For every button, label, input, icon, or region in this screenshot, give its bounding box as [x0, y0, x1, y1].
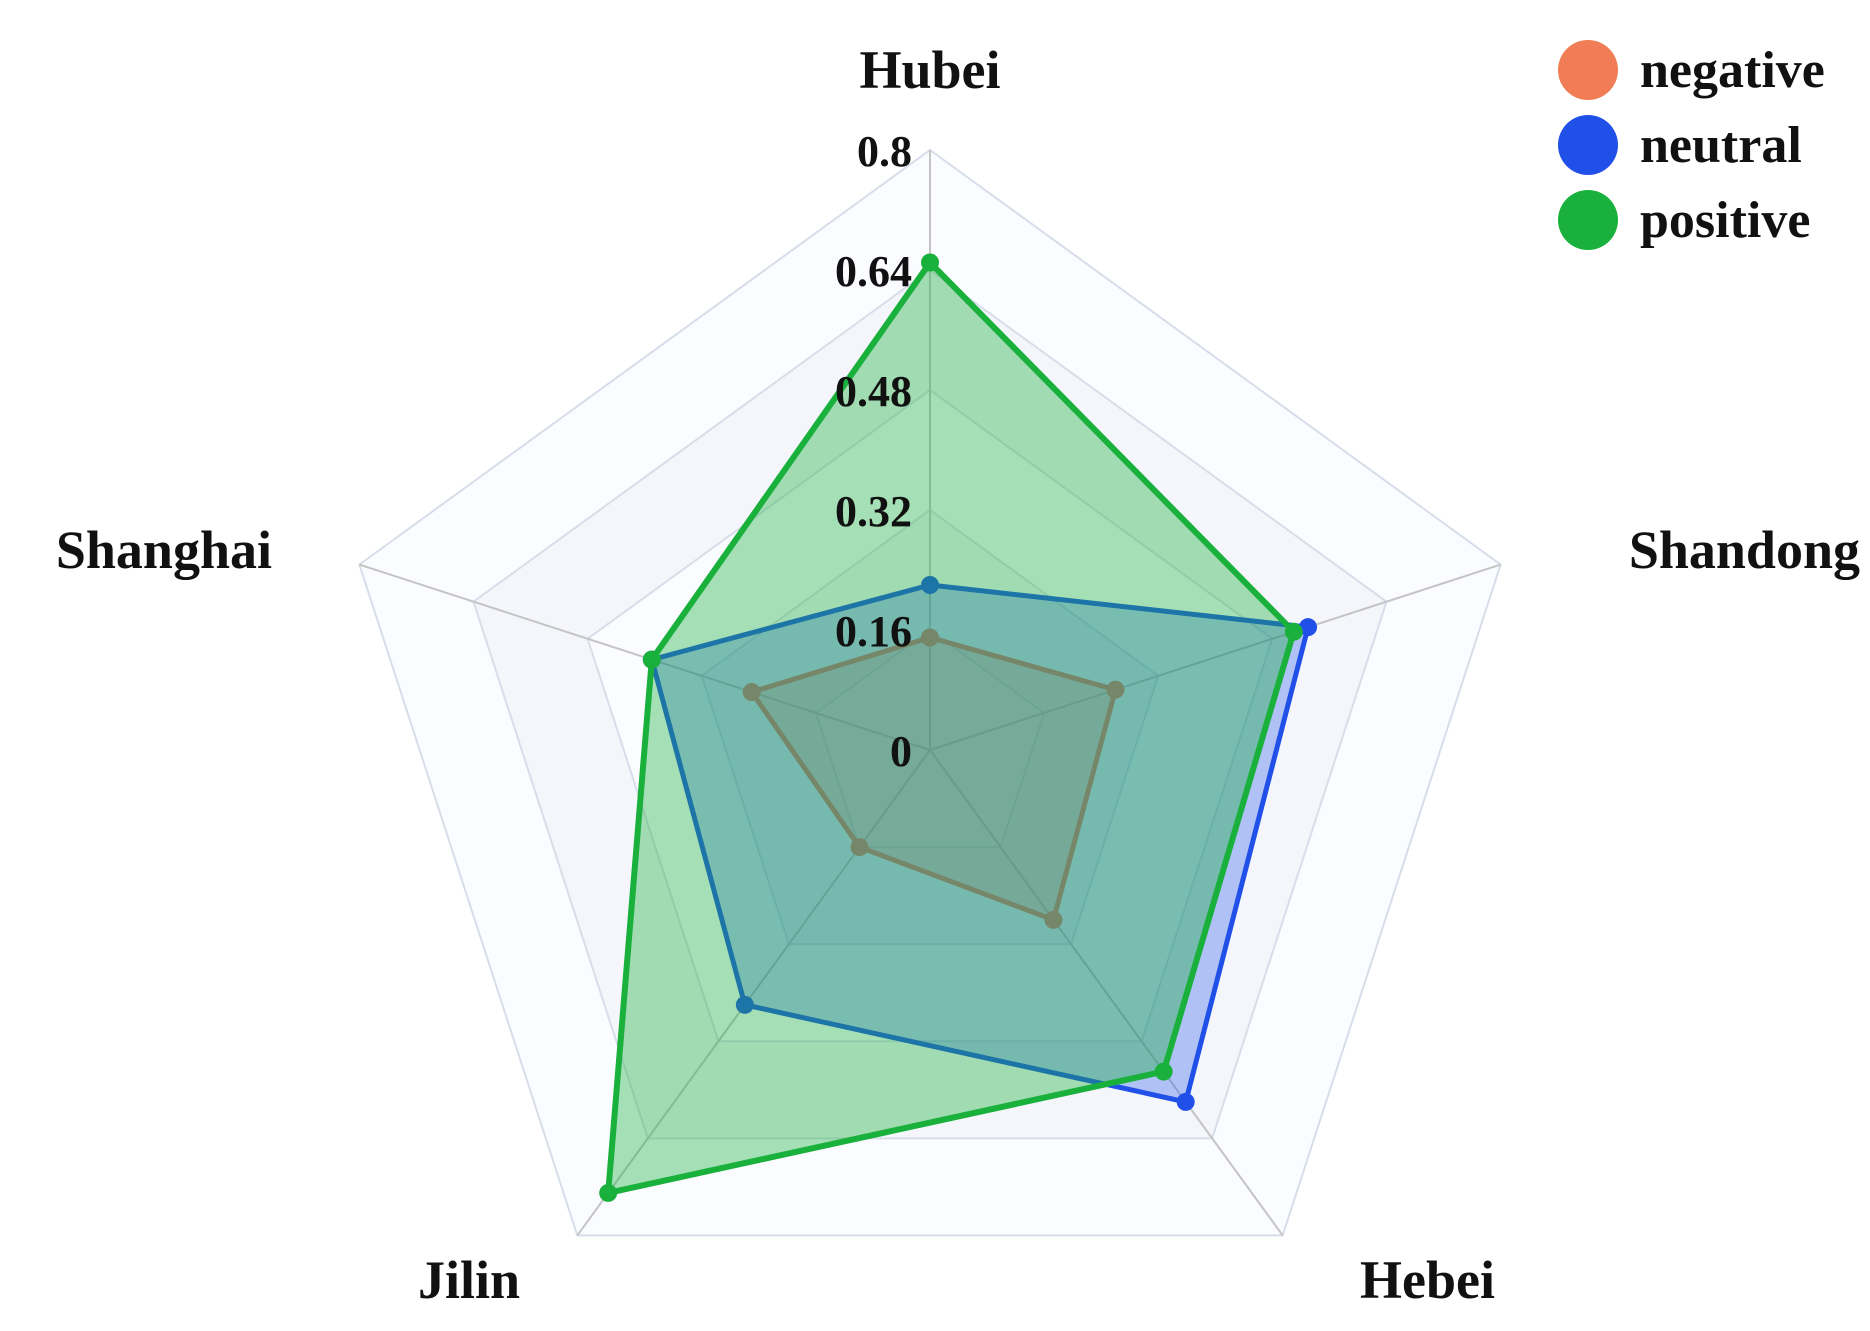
- point-positive-shandong: [1284, 622, 1303, 641]
- legend-label: negative: [1640, 42, 1825, 99]
- series-positive: [599, 253, 1303, 1202]
- legend-label: positive: [1640, 192, 1810, 249]
- spoke-jilin: [576, 749, 931, 1236]
- point-positive-hubei: [921, 253, 939, 272]
- tick-labels: 0 0.16 0.32 0.48 0.64 0.8: [835, 127, 912, 776]
- point-positive-jilin: [599, 1183, 618, 1202]
- axis-labels: Hubei Shandong Hebei Jilin Shanghai: [56, 40, 1860, 1310]
- series-negative: [742, 628, 1125, 929]
- axis-label-hubei: Hubei: [859, 40, 1000, 100]
- point-positive-hebei: [1154, 1062, 1173, 1081]
- legend-marker: [1558, 40, 1618, 100]
- legend-item-negative: negative: [1558, 40, 1825, 100]
- series-area-positive: [605, 259, 1297, 1196]
- point-negative-hebei: [1044, 910, 1063, 929]
- point-neutral-hebei: [1176, 1092, 1195, 1111]
- axis-label-jilin: Jilin: [418, 1250, 520, 1310]
- axis-label-shandong: Shandong: [1629, 520, 1860, 580]
- point-negative-hubei: [921, 628, 939, 647]
- tick-label: 0.48: [835, 367, 912, 416]
- point-neutral-jilin: [735, 995, 754, 1014]
- tick-label: 0.16: [835, 607, 912, 656]
- tick-label: 0.8: [857, 127, 912, 176]
- series-area-neutral: [649, 582, 1311, 1105]
- point-neutral-shandong: [1299, 618, 1318, 637]
- point-neutral-hubei: [921, 576, 939, 594]
- tick-label: 0.32: [835, 487, 912, 536]
- spoke-hebei: [929, 749, 1284, 1236]
- radar-spokes: [359, 150, 1501, 1236]
- tick-label: 0.64: [835, 247, 912, 296]
- point-negative-jilin: [850, 838, 869, 857]
- legend-item-neutral: neutral: [1558, 115, 1802, 175]
- legend: negative neutral positive: [1558, 40, 1825, 250]
- legend-label: neutral: [1640, 117, 1802, 174]
- legend-item-positive: positive: [1558, 190, 1810, 250]
- axis-label-shanghai: Shanghai: [56, 520, 272, 580]
- point-positive-shanghai: [642, 650, 661, 669]
- series-area-negative: [749, 635, 1118, 923]
- spoke-shandong: [929, 563, 1501, 751]
- legend-marker: [1558, 190, 1618, 250]
- axis-label-hebei: Hebei: [1360, 1250, 1495, 1310]
- point-negative-shanghai: [742, 683, 761, 702]
- point-negative-shandong: [1106, 680, 1125, 699]
- legend-marker: [1558, 115, 1618, 175]
- series-layer: [599, 253, 1318, 1202]
- tick-label: 0: [890, 727, 912, 776]
